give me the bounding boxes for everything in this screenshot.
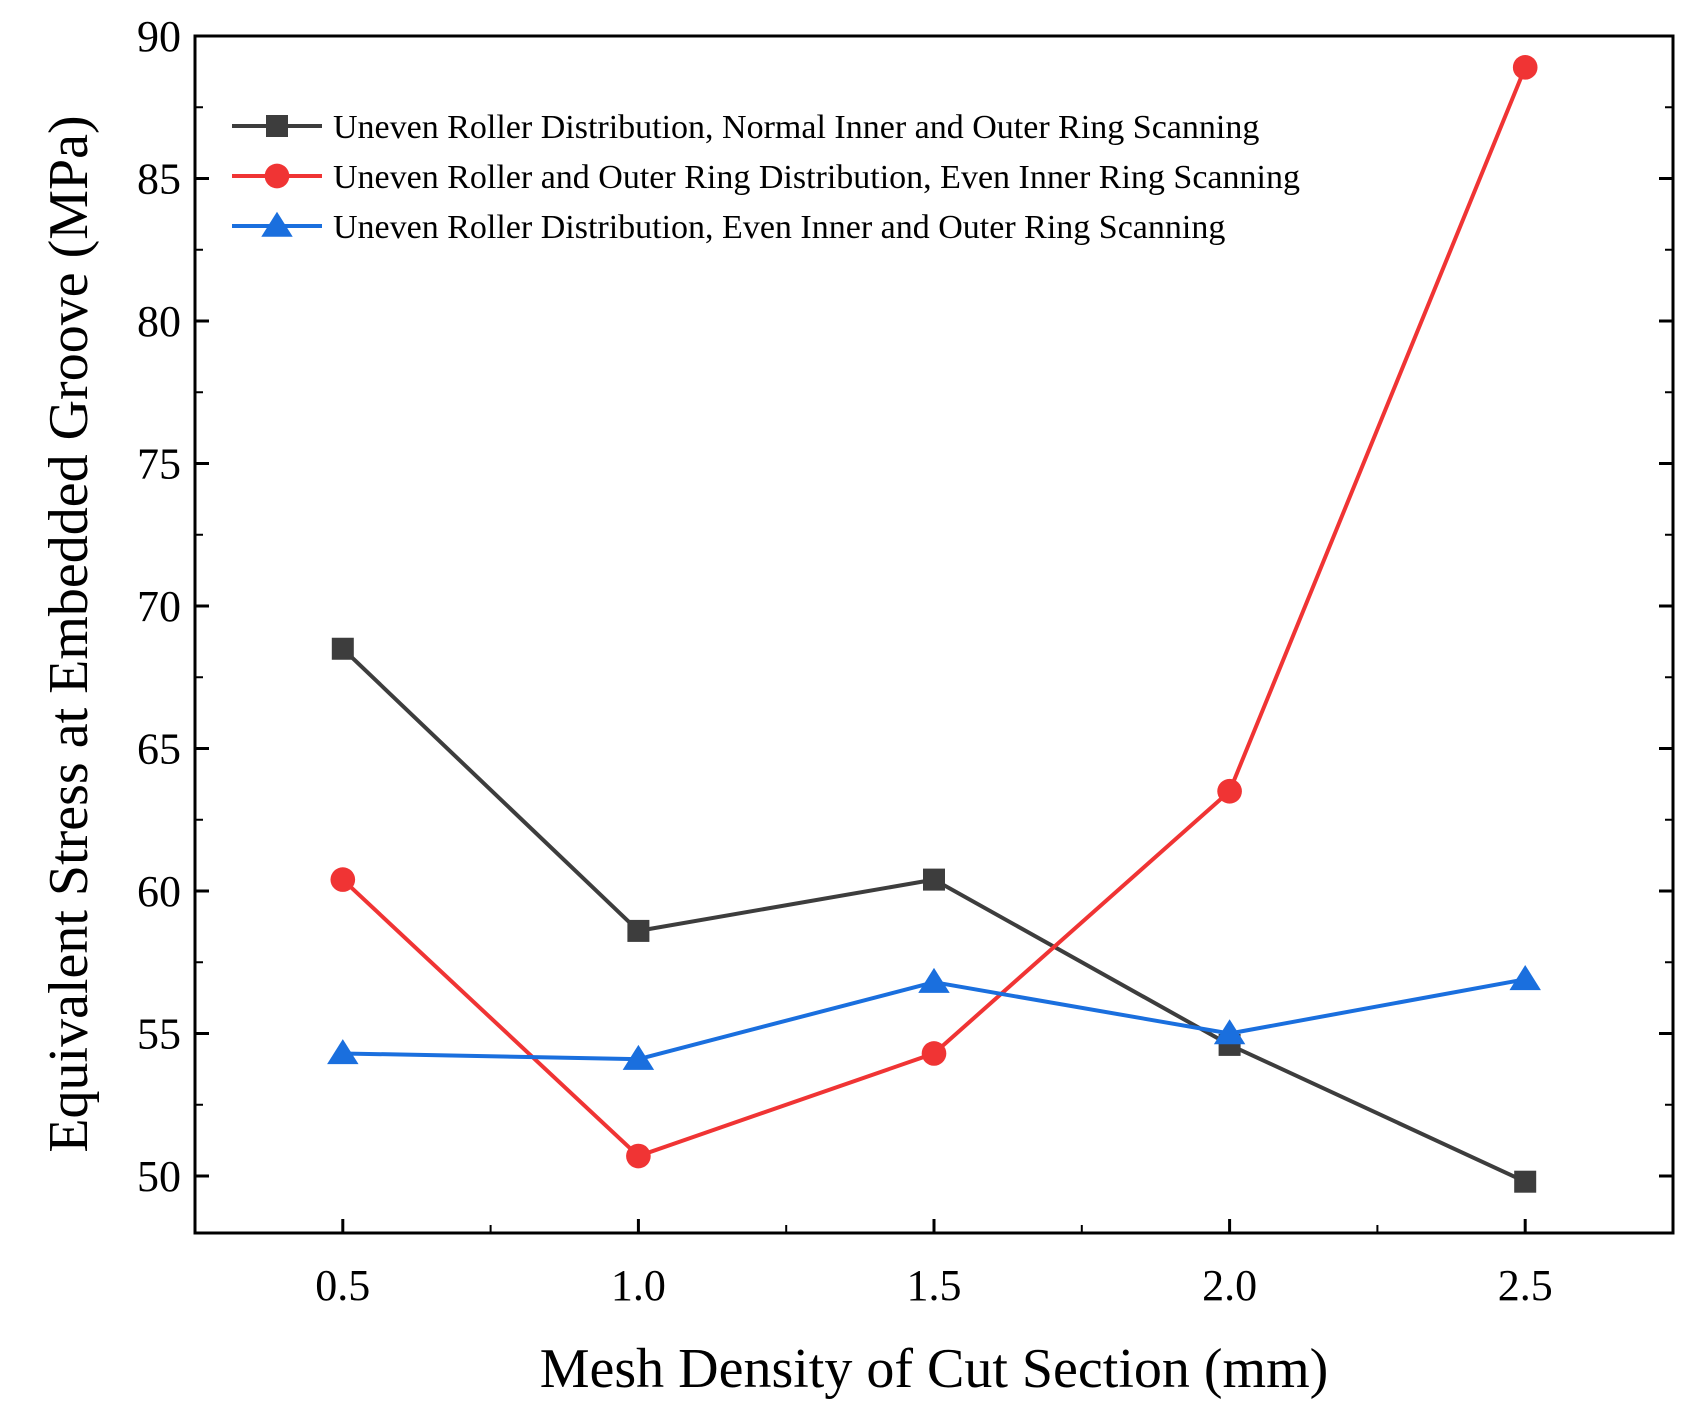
data-point-triangle xyxy=(1213,1019,1246,1045)
x-tick-label: 2.5 xyxy=(1498,1261,1553,1310)
y-tick-label: 75 xyxy=(137,440,181,489)
data-point-circle xyxy=(921,1041,947,1066)
y-tick-label: 70 xyxy=(137,582,181,631)
legend-label: Uneven Roller Distribution, Even Inner a… xyxy=(333,209,1225,246)
legend-marker-circle xyxy=(264,163,290,189)
legend-label: Uneven Roller and Outer Ring Distributio… xyxy=(333,159,1300,196)
data-point-circle xyxy=(626,1143,651,1169)
y-tick-label: 60 xyxy=(137,867,181,916)
x-tick-label: 1.0 xyxy=(611,1261,666,1310)
legend: Uneven Roller Distribution, Normal Inner… xyxy=(232,109,1300,246)
series-line-1 xyxy=(341,647,1527,1184)
y-tick-label: 50 xyxy=(137,1152,181,1201)
data-point-circle xyxy=(330,867,356,892)
y-tick-label: 65 xyxy=(137,725,181,774)
legend-marker-square xyxy=(266,115,288,137)
legend-label: Uneven Roller Distribution, Normal Inner… xyxy=(333,109,1259,146)
y-axis: 50 55 60 65 70 75 80 85 90 xyxy=(137,12,1673,1201)
x-axis: 0.5 1.0 1.5 2.0 2.5 xyxy=(315,1219,1553,1310)
x-tick-label: 0.5 xyxy=(315,1261,370,1310)
data-point-square xyxy=(627,919,650,942)
y-tick-label: 85 xyxy=(137,155,181,204)
data-point-square xyxy=(1514,1170,1537,1193)
data-point-circle xyxy=(1217,778,1242,804)
x-tick-label: 2.0 xyxy=(1202,1261,1257,1310)
x-axis-title: Mesh Density of Cut Section (mm) xyxy=(540,1338,1329,1400)
data-point-circle xyxy=(1512,55,1538,80)
y-tick-label: 90 xyxy=(137,12,181,61)
data-point-square xyxy=(331,637,354,660)
y-axis-title: Equivalent Stress at Embedded Groove (MP… xyxy=(38,115,100,1152)
data-point-triangle xyxy=(327,1039,359,1065)
x-tick-label: 1.5 xyxy=(907,1261,962,1310)
series-markers xyxy=(327,55,1541,1193)
data-point-triangle xyxy=(1509,965,1541,991)
data-point-square xyxy=(923,868,945,891)
data-point-triangle xyxy=(622,1044,655,1070)
y-tick-label: 55 xyxy=(137,1010,181,1059)
y-tick-label: 80 xyxy=(137,297,181,346)
legend-marker-triangle xyxy=(261,211,293,237)
data-point-triangle xyxy=(918,967,950,993)
